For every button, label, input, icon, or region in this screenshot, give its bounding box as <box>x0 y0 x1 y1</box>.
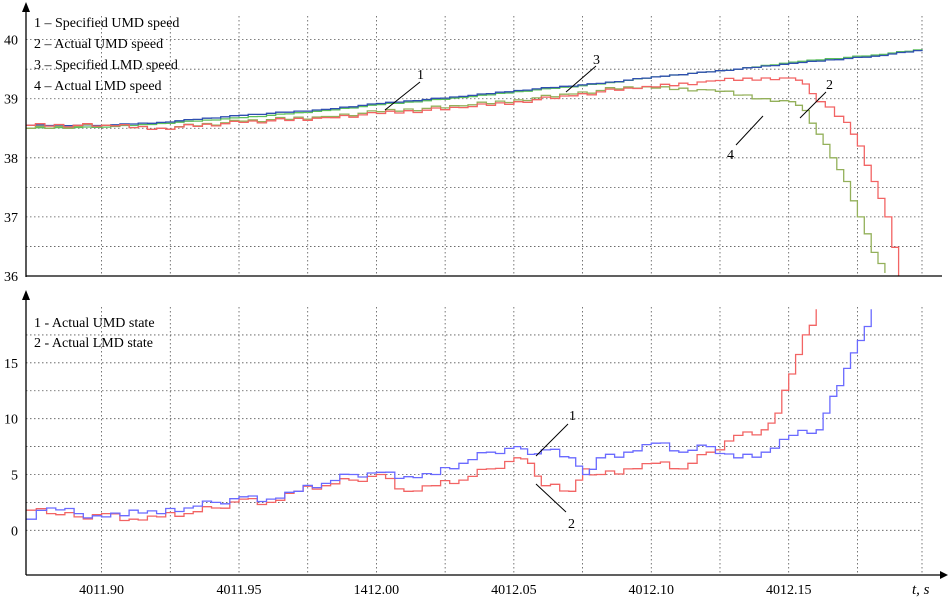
legend-entry-actual-umd: 2 – Actual UMD speed <box>34 37 163 52</box>
annotation-1-label: 1 <box>417 68 424 83</box>
top-panel-y-tick-labels: 36 37 38 39 40 <box>4 34 18 285</box>
bottom-annotations: 1 2 <box>535 409 576 532</box>
annotation-4-label: 4 <box>727 148 734 163</box>
x-tick-label: 4011.95 <box>217 583 262 598</box>
bottom-legend: 1 - Actual UMD state 2 - Actual LMD stat… <box>34 316 155 351</box>
annotation-2-label: 2 <box>826 78 833 93</box>
legend-entry-lmd-state: 2 - Actual LMD state <box>34 336 153 351</box>
bottom-y-axis-arrow <box>22 290 30 300</box>
series-line-actual-lmd <box>26 86 886 273</box>
bottom-panel-y-tick-labels: 0 5 10 15 <box>4 357 18 539</box>
top-y-axis-arrow <box>22 2 30 12</box>
x-tick-label: 4011.90 <box>79 583 124 598</box>
top-y-tick-label: 39 <box>4 93 18 108</box>
top-y-tick-label: 36 <box>4 270 18 285</box>
annotation-lmd-leader <box>535 483 567 513</box>
bottom-y-tick-label: 10 <box>4 413 18 428</box>
series-line-actual-umd <box>26 77 900 276</box>
x-tick-label: 4012.15 <box>766 583 812 598</box>
annotation-umd-label: 1 <box>569 409 576 424</box>
bottom-y-tick-label: 5 <box>11 469 18 484</box>
x-tick-label: 1412.00 <box>354 583 400 598</box>
legend-entry-specified-lmd: 3 – Specified LMD speed <box>34 58 178 73</box>
axes <box>22 2 948 579</box>
top-y-tick-label: 40 <box>4 34 18 49</box>
top-y-tick-label: 37 <box>4 211 18 226</box>
top-panel-series <box>26 49 923 276</box>
bottom-panel-series <box>26 309 872 522</box>
x-tick-label: 4012.05 <box>491 583 537 598</box>
bottom-panel-grid <box>26 307 923 575</box>
series-line-umd-state <box>26 309 872 520</box>
x-tick-label: 4012.10 <box>629 583 675 598</box>
annotation-3-leader <box>565 65 597 93</box>
bottom-y-tick-label: 0 <box>11 524 18 539</box>
bottom-y-tick-label: 15 <box>4 357 18 372</box>
x-axis-title: t, s <box>912 582 930 598</box>
series-line-specified-umd <box>26 49 923 127</box>
x-tick-labels: 4011.90 4011.95 1412.00 4012.05 4012.10 4012.… <box>79 583 811 598</box>
legend-entry-specified-umd: 1 – Specified UMD speed <box>34 16 179 31</box>
top-legend: 1 – Specified UMD speed 2 – Actual UMD s… <box>34 16 179 94</box>
top-y-tick-label: 38 <box>4 152 18 167</box>
annotation-4-leader <box>735 115 764 146</box>
top-panel-grid <box>26 16 923 276</box>
legend-entry-actual-lmd: 4 – Actual LMD speed <box>34 79 162 94</box>
annotation-umd-leader <box>535 423 569 457</box>
top-annotations: 1 2 3 4 <box>384 53 833 163</box>
annotation-2-leader <box>799 91 827 119</box>
legend-entry-umd-state: 1 - Actual UMD state <box>34 316 155 331</box>
annotation-1-leader <box>384 81 421 111</box>
annotation-3-label: 3 <box>593 53 600 68</box>
bottom-x-axis-arrow <box>940 571 948 579</box>
annotation-lmd-label: 2 <box>568 517 575 532</box>
